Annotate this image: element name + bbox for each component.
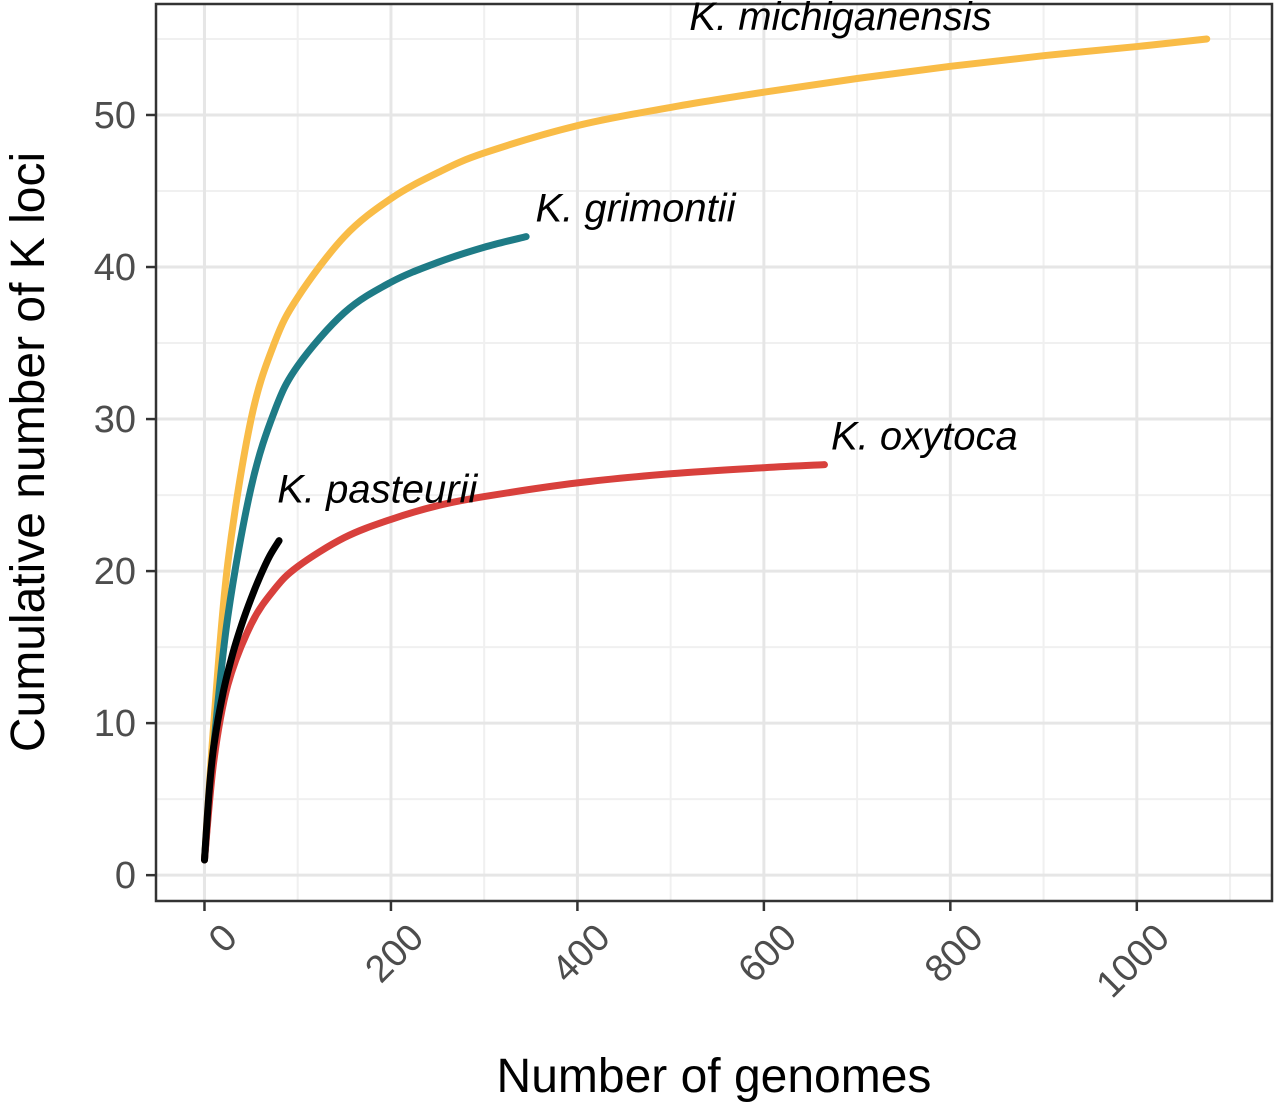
y-tick-label: 10 (94, 703, 136, 745)
y-axis-title: Cumulative number of K loci (2, 152, 55, 752)
major-grid (156, 4, 1272, 901)
y-tick-label: 20 (94, 551, 136, 593)
series-labels: K. michiganensis K. grimontii K. oxytoca K.… (277, 0, 1018, 512)
y-tick-label: 0 (115, 855, 136, 897)
x-axis-title: Number of genomes (497, 1050, 932, 1103)
minor-grid (156, 4, 1272, 901)
series-label: K. michiganensis (689, 0, 991, 39)
series-label: K. oxytoca (831, 414, 1018, 458)
series-line-k-grimontii (200, 233, 530, 864)
panel-border (154, 2, 1274, 903)
series-line-k-michiganensis (200, 35, 1211, 864)
series-label: K. grimontii (535, 186, 736, 230)
series-layer (200, 35, 1211, 864)
series-line-k-pasteurii (200, 537, 283, 864)
y-tick-label: 30 (94, 399, 136, 441)
series-label: K. pasteurii (277, 468, 478, 512)
y-tick-label: 50 (94, 95, 136, 137)
y-tick-label: 40 (94, 247, 136, 289)
